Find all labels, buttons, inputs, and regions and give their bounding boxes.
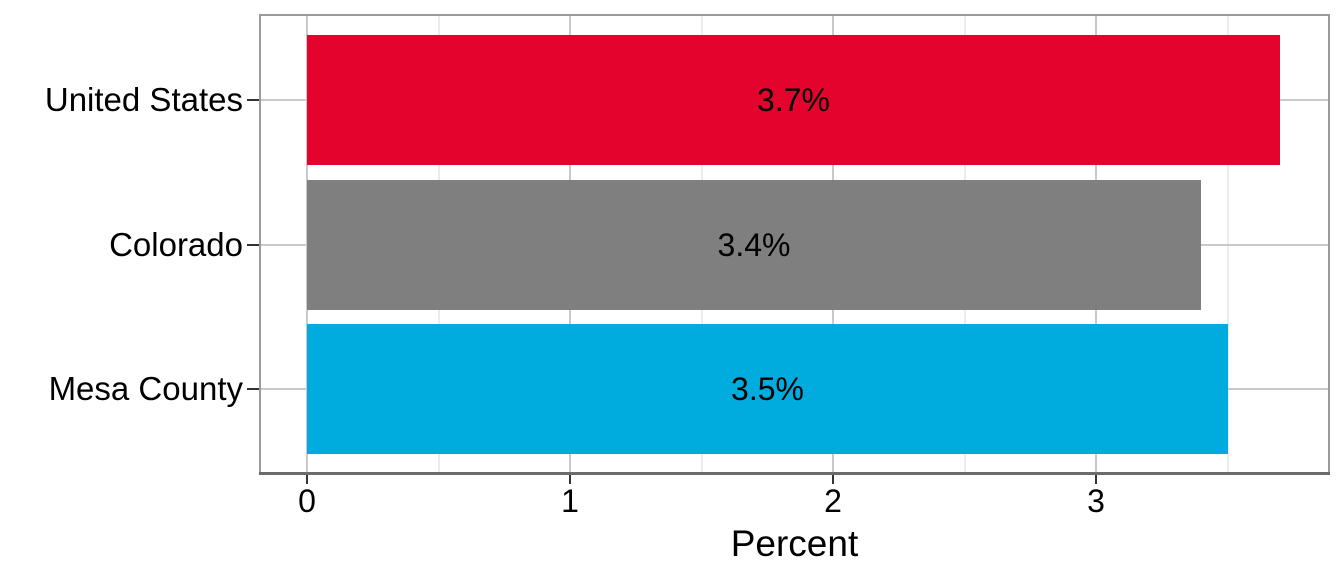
- bar-colorado: [307, 180, 1201, 310]
- x-axis-tick: [832, 475, 834, 484]
- x-axis-line: [259, 472, 1330, 475]
- y-axis-tick: [247, 99, 259, 101]
- x-axis-tick-label: 0: [298, 483, 316, 519]
- bar-value-label: 3.7%: [757, 82, 830, 118]
- x-axis-title: Percent: [730, 523, 859, 564]
- plot-panel: 3.7% 3.4% 3.5%: [259, 14, 1330, 475]
- y-axis-label: Mesa County: [48, 370, 243, 407]
- x-axis-tick: [1095, 475, 1097, 484]
- x-axis-tick-label: 3: [1087, 483, 1105, 519]
- x-axis-tick: [306, 475, 308, 484]
- y-axis-label: Colorado: [109, 226, 243, 263]
- x-axis-tick-label: 1: [561, 483, 579, 519]
- x-axis-tick: [569, 475, 571, 484]
- bar-value-label: 3.4%: [717, 227, 791, 263]
- y-axis-label: United States: [44, 81, 243, 118]
- bar-value-label: 3.5%: [731, 371, 804, 407]
- y-axis-tick: [247, 244, 259, 246]
- y-axis-tick: [247, 388, 259, 390]
- x-axis-tick-label: 2: [824, 483, 842, 519]
- bar-mesa-county: [307, 324, 1228, 454]
- bar-united-states: [307, 35, 1280, 165]
